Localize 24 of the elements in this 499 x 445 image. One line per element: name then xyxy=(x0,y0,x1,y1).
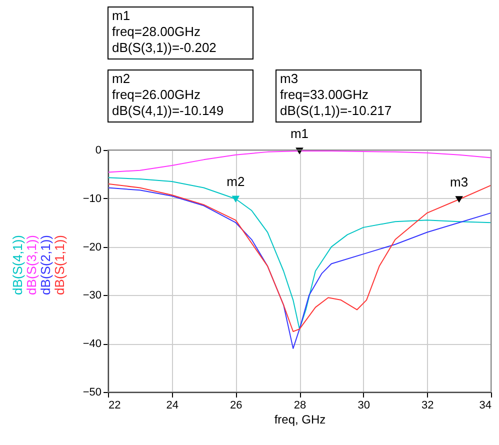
text: m2 freq=26.00GHz dB(S(4,1))=-10.149 xyxy=(112,71,224,118)
y-tick-label: −20 xyxy=(82,241,102,254)
annotation: m1 xyxy=(290,126,309,141)
text: m3 freq=33.00GHz dB(S(1,1))=-10.217 xyxy=(280,71,392,118)
y-tick-label: −50 xyxy=(82,386,102,398)
x-tick-label: 26 xyxy=(230,400,242,412)
x-tick-label: 28 xyxy=(294,400,306,412)
text: dB(S(4,1)) xyxy=(10,235,25,295)
annotation: m2 xyxy=(226,174,245,190)
x-tick-label: 32 xyxy=(422,400,434,412)
x-tick-label: 34 xyxy=(479,400,492,412)
text: dB(S(3,1)) xyxy=(24,235,39,295)
text: dB(S(2,1)) xyxy=(38,235,53,295)
x-tick-label: 30 xyxy=(358,400,370,412)
x-axis-title: freq, GHz xyxy=(274,412,326,426)
text: dB(S(1,1)) xyxy=(52,235,67,295)
y-tick-label: −40 xyxy=(82,338,102,350)
x-tick-label: 24 xyxy=(166,400,178,412)
y-tick-label: 0 xyxy=(95,144,102,156)
annotation: m3 xyxy=(450,174,468,190)
x-tick-label: 22 xyxy=(108,400,121,412)
y-tick-label: −10 xyxy=(82,192,102,205)
text: m1 freq=28.00GHz dB(S(3,1))=-0.202 xyxy=(112,8,216,55)
y-tick-label: −30 xyxy=(82,290,102,302)
